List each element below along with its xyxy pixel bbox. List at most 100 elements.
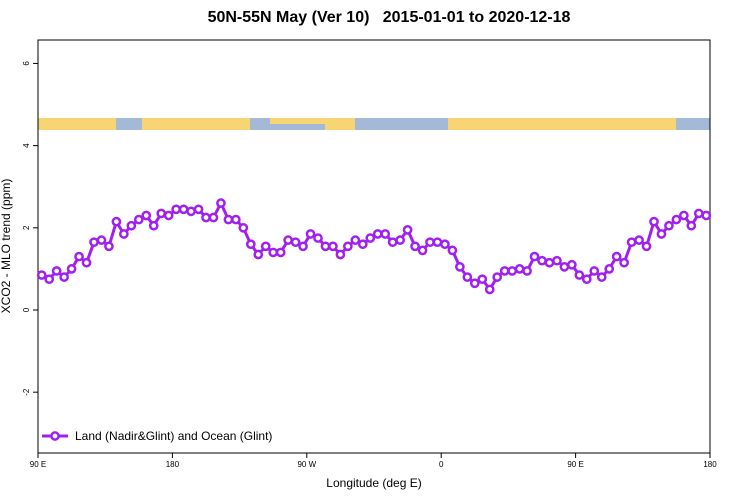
y-tick-label: 0: [22, 307, 31, 312]
data-point: [51, 266, 62, 276]
data-point: [402, 225, 413, 235]
data-point: [36, 270, 47, 280]
legend-label: Land (Nadir&Glint) and Ocean (Glint): [75, 429, 272, 443]
land-band: [142, 118, 250, 130]
data-point: [231, 214, 241, 225]
data-point: [133, 214, 144, 225]
data-point: [163, 210, 174, 221]
data-point: [111, 216, 122, 227]
y-tick-label: -2: [22, 388, 31, 396]
data-point: [44, 274, 55, 285]
data-point: [499, 266, 510, 276]
data-point: [604, 264, 615, 274]
data-point: [574, 270, 585, 280]
data-point: [425, 237, 435, 248]
data-point: [559, 261, 570, 272]
data-point: [313, 233, 323, 243]
data-point: [275, 247, 286, 258]
data-point: [679, 210, 689, 221]
data-point: [544, 257, 555, 268]
x-tick-label: 90 W: [297, 460, 316, 469]
data-point: [469, 278, 480, 289]
data-point: [581, 274, 592, 285]
data-point: [126, 220, 137, 231]
data-point: [96, 235, 107, 245]
data-point: [141, 210, 152, 221]
data-point: [365, 233, 376, 243]
data-point: [484, 284, 495, 295]
data-point: [507, 266, 517, 276]
data-point: [649, 216, 659, 227]
data-point: [589, 266, 600, 276]
land-ocean-strip: [38, 118, 710, 130]
data-point: [477, 274, 488, 285]
data-point: [664, 220, 674, 231]
data-point: [290, 237, 301, 248]
data-point: [89, 237, 99, 248]
data-point: [537, 255, 547, 266]
data-point: [208, 212, 219, 223]
data-point: [514, 264, 525, 274]
data-point: [335, 249, 346, 260]
data-point: [238, 222, 249, 233]
data-point: [372, 229, 383, 239]
land-band: [448, 118, 676, 130]
land-band: [325, 118, 355, 130]
data-point: [283, 235, 293, 245]
data-point: [193, 204, 204, 215]
x-tick-label: 180: [166, 460, 180, 469]
data-point: [156, 208, 167, 219]
data-point: [119, 229, 129, 239]
land-band: [38, 118, 116, 130]
plot-frame: [37, 39, 711, 454]
data-point: [693, 208, 704, 219]
data-point: [148, 220, 159, 231]
data-point: [395, 235, 405, 245]
data-point: [245, 239, 256, 250]
data-point: [216, 198, 226, 208]
data-point: [253, 249, 264, 260]
data-point: [305, 229, 316, 239]
x-tick-label: 90 E: [30, 460, 46, 469]
data-point: [178, 204, 189, 215]
y-axis-label: XCO2 - MLO trend (ppm): [0, 179, 13, 314]
data-point: [686, 220, 697, 231]
y-tick-label: 6: [22, 61, 31, 66]
data-point: [410, 241, 420, 252]
data-point: [656, 229, 667, 239]
data-point: [66, 264, 77, 274]
x-tick-label: 180: [703, 460, 717, 469]
data-point: [552, 255, 562, 266]
x-tick-label: 0: [439, 460, 444, 469]
data-point: [440, 239, 450, 250]
data-point: [611, 251, 622, 262]
data-point: [567, 259, 577, 270]
data-point: [455, 261, 465, 272]
data-point: [357, 239, 368, 250]
data-point: [59, 272, 69, 282]
data-point: [343, 241, 353, 252]
data-point: [626, 237, 637, 248]
data-point: [522, 266, 532, 276]
data-point: [701, 210, 712, 221]
data-point: [492, 272, 503, 282]
data-point: [223, 214, 234, 225]
data-point: [328, 241, 338, 252]
data-point: [186, 206, 196, 217]
data-point: [462, 272, 473, 282]
x-axis-label: Longitude (deg E): [326, 476, 421, 490]
data-point: [671, 214, 682, 225]
data-point: [596, 272, 607, 282]
data-point: [201, 212, 211, 223]
land-band: [270, 118, 325, 124]
data-point: [74, 251, 84, 262]
data-point: [350, 235, 361, 245]
data-point: [641, 241, 652, 252]
x-tick-label: 90 E: [567, 460, 583, 469]
data-point: [529, 251, 540, 262]
legend-marker: [50, 431, 60, 441]
data-point: [447, 245, 458, 256]
data-point: [387, 237, 398, 248]
data-point: [268, 247, 279, 258]
